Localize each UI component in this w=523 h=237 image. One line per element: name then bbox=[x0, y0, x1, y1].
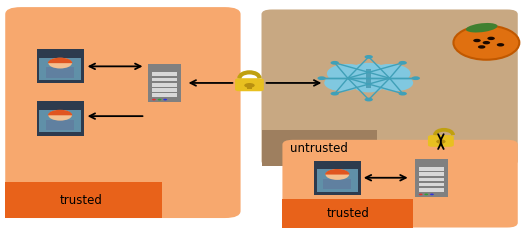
Bar bbox=[419, 173, 444, 176]
Circle shape bbox=[430, 194, 434, 195]
Bar bbox=[419, 183, 444, 187]
Bar bbox=[415, 159, 448, 197]
Circle shape bbox=[365, 55, 373, 59]
Circle shape bbox=[325, 169, 349, 180]
Bar bbox=[149, 64, 181, 102]
Circle shape bbox=[48, 110, 72, 121]
Bar bbox=[366, 69, 371, 88]
Bar bbox=[439, 141, 443, 145]
Bar bbox=[5, 182, 162, 218]
Bar bbox=[419, 167, 444, 171]
Circle shape bbox=[163, 99, 167, 100]
Circle shape bbox=[399, 61, 407, 65]
Circle shape bbox=[331, 92, 339, 96]
Bar bbox=[152, 93, 177, 97]
Bar bbox=[282, 199, 413, 228]
Circle shape bbox=[350, 63, 387, 79]
Circle shape bbox=[353, 78, 384, 92]
Circle shape bbox=[157, 99, 162, 100]
FancyBboxPatch shape bbox=[5, 7, 241, 218]
Circle shape bbox=[331, 61, 339, 65]
Circle shape bbox=[497, 43, 504, 46]
Circle shape bbox=[327, 64, 369, 83]
Bar bbox=[37, 49, 84, 83]
Circle shape bbox=[412, 76, 420, 80]
Circle shape bbox=[317, 76, 326, 80]
Bar bbox=[37, 101, 84, 136]
FancyBboxPatch shape bbox=[282, 140, 518, 228]
Circle shape bbox=[399, 92, 407, 96]
Circle shape bbox=[419, 194, 423, 195]
Wedge shape bbox=[48, 58, 72, 63]
FancyBboxPatch shape bbox=[262, 9, 518, 166]
Text: untrusted: untrusted bbox=[290, 142, 348, 155]
Circle shape bbox=[436, 139, 446, 144]
Circle shape bbox=[478, 45, 485, 49]
FancyBboxPatch shape bbox=[235, 78, 264, 91]
Bar bbox=[152, 78, 177, 82]
Circle shape bbox=[365, 98, 373, 101]
Bar bbox=[46, 120, 74, 130]
Circle shape bbox=[483, 41, 490, 44]
Bar bbox=[262, 130, 377, 166]
Text: trusted: trusted bbox=[326, 207, 369, 220]
Bar bbox=[152, 83, 177, 87]
Bar bbox=[39, 58, 81, 80]
Circle shape bbox=[244, 83, 255, 88]
Bar bbox=[419, 188, 444, 191]
Circle shape bbox=[152, 99, 156, 100]
Circle shape bbox=[48, 58, 72, 68]
Bar bbox=[39, 110, 81, 132]
Bar bbox=[316, 169, 358, 191]
Ellipse shape bbox=[466, 23, 497, 32]
Bar bbox=[46, 68, 74, 78]
Wedge shape bbox=[48, 110, 72, 115]
Bar bbox=[152, 73, 177, 76]
Bar bbox=[247, 85, 252, 89]
Wedge shape bbox=[325, 169, 349, 174]
Bar bbox=[323, 179, 351, 190]
Text: trusted: trusted bbox=[60, 194, 103, 207]
Circle shape bbox=[425, 194, 428, 195]
Bar bbox=[419, 178, 444, 181]
Circle shape bbox=[324, 75, 361, 91]
Bar bbox=[152, 88, 177, 92]
Circle shape bbox=[369, 64, 411, 83]
Circle shape bbox=[473, 39, 481, 42]
Circle shape bbox=[487, 37, 495, 40]
FancyBboxPatch shape bbox=[428, 135, 454, 147]
Ellipse shape bbox=[453, 26, 519, 60]
Circle shape bbox=[377, 75, 413, 91]
Bar bbox=[314, 161, 361, 195]
